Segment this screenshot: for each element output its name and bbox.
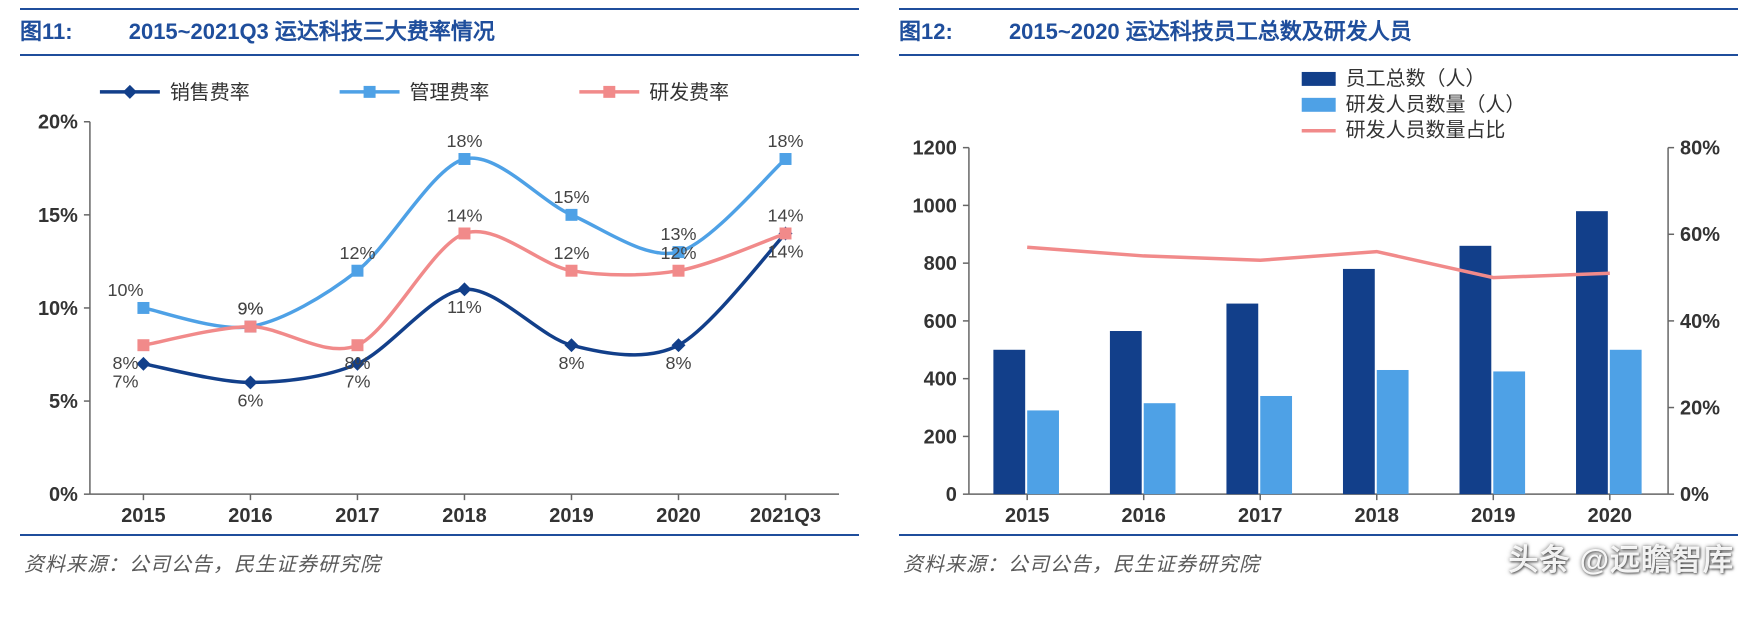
svg-text:0: 0 [946,484,957,506]
svg-text:2020: 2020 [656,505,700,527]
svg-text:400: 400 [924,369,957,391]
figure-12-panel: 图12: 2015~2020 运达科技员工总数及研发人员 员工总数（人） 研发人员… [899,8,1738,589]
svg-text:2016: 2016 [1121,505,1165,527]
svg-text:18%: 18% [768,131,804,151]
svg-text:80%: 80% [1680,138,1720,160]
svg-text:0%: 0% [1680,484,1709,506]
figure-11-number: 图11: [20,19,73,44]
svg-text:8%: 8% [666,353,692,373]
svg-text:1000: 1000 [913,195,957,217]
svg-text:2018: 2018 [442,505,486,527]
svg-text:2015: 2015 [1005,505,1049,527]
svg-text:销售费率: 销售费率 [170,81,250,104]
svg-text:14%: 14% [446,206,482,226]
svg-text:7%: 7% [344,372,370,392]
svg-text:800: 800 [924,253,957,275]
svg-text:15%: 15% [554,187,590,207]
svg-text:2018: 2018 [1355,505,1399,527]
svg-text:8%: 8% [112,353,138,373]
svg-text:10%: 10% [38,298,78,320]
svg-text:12%: 12% [661,243,697,263]
figure-12-number: 图12: [899,19,953,44]
svg-text:2017: 2017 [1238,505,1282,527]
svg-text:2017: 2017 [335,505,379,527]
svg-text:研发人员数量占比: 研发人员数量占比 [1346,119,1506,142]
svg-text:5%: 5% [49,391,78,413]
figure-12-title-text: 2015~2020 运达科技员工总数及研发人员 [1009,19,1412,44]
svg-text:14%: 14% [768,206,804,226]
svg-text:18%: 18% [446,131,482,151]
svg-text:15%: 15% [38,205,78,227]
svg-text:0%: 0% [49,484,78,506]
svg-text:8%: 8% [558,353,584,373]
figure-11-title-text: 2015~2021Q3 运达科技三大费率情况 [129,19,495,44]
svg-text:1200: 1200 [913,138,957,160]
line-chart-svg: 销售费率 管理费率 研发费率 0% 5% 10% 15% 20% 2015 2016 2017 201… [20,62,859,534]
svg-text:10%: 10% [107,280,143,300]
svg-text:2019: 2019 [549,505,593,527]
svg-text:研发费率: 研发费率 [649,81,729,104]
svg-text:2015: 2015 [121,505,165,527]
svg-text:11%: 11% [447,297,482,317]
svg-text:2020: 2020 [1588,505,1632,527]
svg-text:200: 200 [924,426,957,448]
figure-11-title: 图11: 2015~2021Q3 运达科技三大费率情况 [20,8,859,56]
svg-text:管理费率: 管理费率 [410,81,490,104]
svg-text:12%: 12% [339,243,375,263]
svg-text:2016: 2016 [228,505,272,527]
svg-text:14%: 14% [768,241,804,261]
svg-text:20%: 20% [1680,398,1720,420]
svg-text:员工总数（人）: 员工总数（人） [1346,67,1486,90]
svg-text:40%: 40% [1680,311,1720,333]
figure-12-source: 资料来源：公司公告，民生证券研究院 [899,536,1738,589]
figure-12-chart-area: 员工总数（人） 研发人员数量（人） 研发人员数量占比 0 200 400 600 800 100… [899,62,1738,536]
figure-12-title: 图12: 2015~2020 运达科技员工总数及研发人员 [899,8,1738,56]
svg-text:6%: 6% [237,390,263,410]
svg-text:7%: 7% [112,372,138,392]
svg-text:9%: 9% [237,299,263,319]
svg-text:2021Q3: 2021Q3 [750,505,821,527]
svg-text:13%: 13% [661,224,697,244]
svg-text:12%: 12% [554,243,590,263]
figure-11-chart-area: 销售费率 管理费率 研发费率 0% 5% 10% 15% 20% 2015 2016 2017 201… [20,62,859,536]
svg-text:研发人员数量（人）: 研发人员数量（人） [1346,93,1526,116]
figure-11-source: 资料来源：公司公告，民生证券研究院 [20,536,859,589]
figure-11-panel: 图11: 2015~2021Q3 运达科技三大费率情况 销售费率 管理费率 研发费率… [20,8,859,589]
svg-text:2019: 2019 [1471,505,1515,527]
svg-text:8%: 8% [344,353,370,373]
svg-text:600: 600 [924,311,957,333]
svg-text:60%: 60% [1680,224,1720,246]
bar-line-chart-svg: 员工总数（人） 研发人员数量（人） 研发人员数量占比 0 200 400 600 800 100… [899,62,1738,534]
svg-text:20%: 20% [38,112,78,134]
